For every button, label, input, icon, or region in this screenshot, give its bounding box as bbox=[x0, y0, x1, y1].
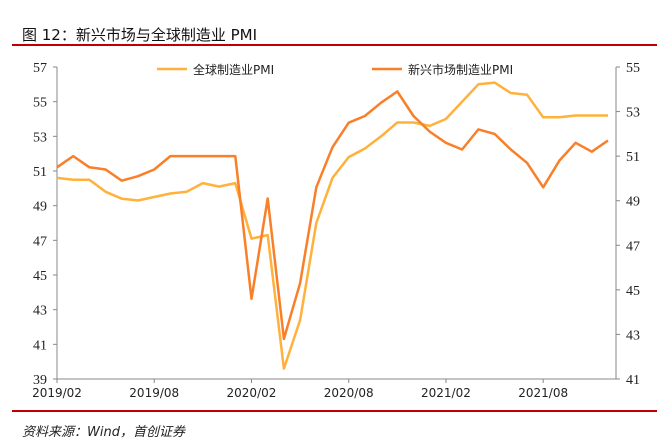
series-line-1 bbox=[57, 83, 608, 369]
pmi-line-chart: 3941434547495153555741434547495153552019… bbox=[0, 0, 661, 429]
x-tick-label: 2019/08 bbox=[129, 386, 179, 400]
right-tick-label: 43 bbox=[626, 328, 640, 343]
left-tick-label: 41 bbox=[33, 338, 47, 353]
left-tick-label: 43 bbox=[33, 304, 47, 319]
left-tick-label: 53 bbox=[33, 130, 47, 145]
right-tick-label: 49 bbox=[626, 195, 640, 210]
left-tick-label: 57 bbox=[33, 61, 47, 76]
x-tick-label: 2021/02 bbox=[421, 386, 471, 400]
left-tick-label: 55 bbox=[33, 96, 47, 111]
x-tick-label: 2019/02 bbox=[32, 386, 82, 400]
left-tick-label: 51 bbox=[33, 165, 47, 180]
right-tick-label: 47 bbox=[626, 239, 640, 254]
footer-divider bbox=[12, 410, 657, 412]
source-note: 资料来源：Wind，首创证券 bbox=[22, 421, 185, 440]
x-tick-label: 2020/02 bbox=[227, 386, 277, 400]
left-tick-label: 47 bbox=[33, 234, 47, 249]
right-tick-label: 53 bbox=[626, 106, 640, 121]
x-tick-label: 2021/08 bbox=[518, 386, 568, 400]
x-tick-label: 2020/08 bbox=[324, 386, 374, 400]
left-tick-label: 49 bbox=[33, 200, 47, 215]
legend-label: 全球制造业PMI bbox=[193, 62, 274, 77]
series-line-2 bbox=[57, 92, 608, 339]
right-tick-label: 51 bbox=[626, 150, 640, 165]
right-tick-label: 41 bbox=[626, 373, 640, 388]
legend-label: 新兴市场制造业PMI bbox=[408, 62, 513, 77]
right-tick-label: 55 bbox=[626, 61, 640, 76]
right-tick-label: 45 bbox=[626, 284, 640, 299]
left-tick-label: 45 bbox=[33, 269, 47, 284]
